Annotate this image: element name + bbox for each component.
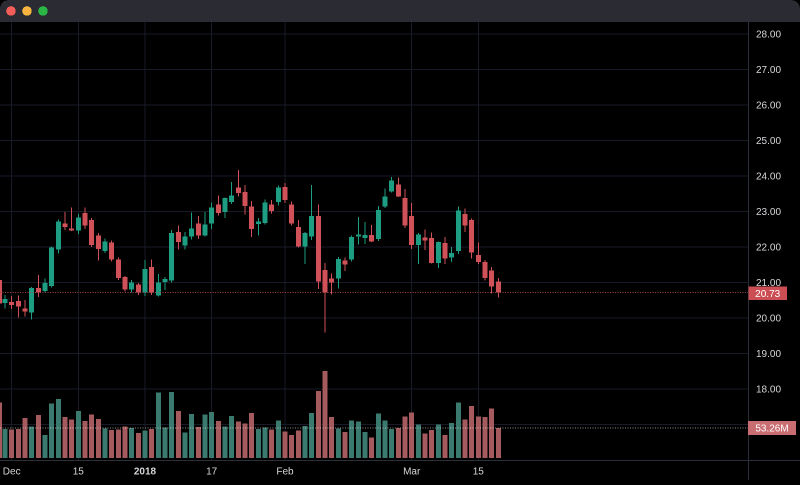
svg-text:15: 15 bbox=[73, 467, 85, 478]
svg-text:20.73: 20.73 bbox=[755, 289, 780, 300]
svg-text:17: 17 bbox=[206, 467, 218, 478]
svg-text:Dec: Dec bbox=[3, 467, 21, 478]
svg-text:27.00: 27.00 bbox=[756, 65, 781, 76]
svg-text:23.00: 23.00 bbox=[756, 207, 781, 218]
svg-text:Mar: Mar bbox=[403, 467, 421, 478]
svg-text:24.00: 24.00 bbox=[756, 171, 781, 182]
svg-text:20.00: 20.00 bbox=[756, 313, 781, 324]
svg-text:Feb: Feb bbox=[276, 467, 294, 478]
svg-text:53.26M: 53.26M bbox=[755, 424, 788, 435]
svg-text:21.00: 21.00 bbox=[756, 278, 781, 289]
svg-text:2018: 2018 bbox=[134, 467, 157, 478]
svg-text:28.00: 28.00 bbox=[756, 29, 781, 40]
svg-text:25.00: 25.00 bbox=[756, 136, 781, 147]
svg-text:18.00: 18.00 bbox=[756, 384, 781, 395]
svg-text:15: 15 bbox=[473, 467, 485, 478]
svg-text:22.00: 22.00 bbox=[756, 242, 781, 253]
svg-text:26.00: 26.00 bbox=[756, 100, 781, 111]
svg-text:19.00: 19.00 bbox=[756, 349, 781, 360]
